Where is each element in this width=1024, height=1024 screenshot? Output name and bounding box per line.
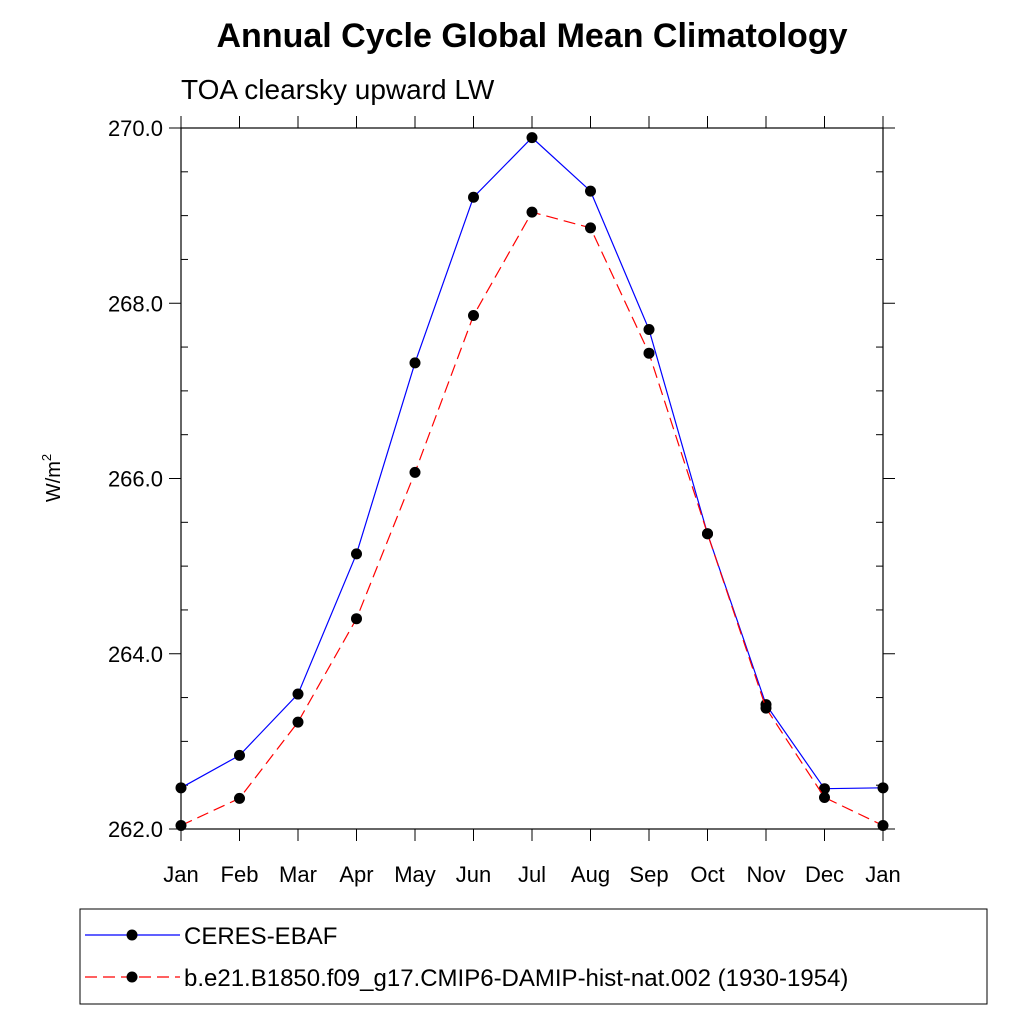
series-2-point (819, 791, 830, 803)
series-1-point (234, 749, 245, 761)
series-1-point (175, 782, 187, 794)
x-tick-label: Oct (690, 862, 724, 887)
x-tick-label: Feb (221, 862, 259, 887)
series-2-point (351, 613, 362, 625)
series-2-point (468, 310, 479, 322)
series-1-point (643, 324, 655, 336)
y-tick-label: 264.0 (108, 642, 163, 667)
x-tick-label: Dec (805, 862, 844, 887)
series-layer (175, 132, 889, 831)
series-2-point (702, 528, 713, 540)
series-2-point (877, 819, 889, 831)
axes: Jan Feb Mar Apr May Jun Jul Aug Sep Oct Nov Dec Jan2… (108, 116, 901, 887)
x-tick-label: Sep (629, 862, 668, 887)
legend-box (79, 908, 988, 1005)
y-axis-label: W/m2 (39, 454, 65, 502)
x-tick-label: Aug (571, 862, 610, 887)
series-2-point (234, 792, 245, 804)
x-tick-label: Jun (456, 862, 491, 887)
series-1-point (468, 191, 479, 203)
series-line-2 (180, 211, 884, 827)
series-1-point (351, 548, 362, 560)
series-1-point (585, 185, 596, 197)
series-line-1 (180, 136, 884, 790)
legend: CERES-EBAF b.e21.B1850.f09_g17.CMIP6-DAMI… (85, 923, 848, 992)
y-axis-label-unit: W/m (43, 461, 65, 502)
x-tick-label: Jan (163, 862, 198, 887)
x-tick-label: Nov (746, 862, 785, 887)
legend-label-1: CERES-EBAF (184, 923, 337, 950)
series-1-point (819, 783, 830, 795)
y-tick-label: 262.0 (108, 817, 163, 842)
series-2-point (643, 347, 655, 359)
y-axis-label-superscript: 2 (39, 454, 54, 461)
series-1-point (409, 357, 421, 369)
series-1-point (877, 782, 889, 794)
series-2-point (175, 819, 187, 831)
y-tick-label: 266.0 (108, 467, 163, 492)
series-1-point (526, 132, 538, 144)
x-tick-label: Mar (279, 862, 317, 887)
legend-marker-1 (126, 929, 138, 941)
y-tick-label: 268.0 (108, 291, 163, 316)
chart-subtitle: TOA clearsky upward LW (181, 74, 495, 105)
series-1-point (292, 688, 304, 700)
x-tick-label: Apr (339, 862, 373, 887)
series-2-point (585, 222, 596, 234)
x-tick-label: May (394, 862, 436, 887)
x-tick-label: Jan (865, 862, 900, 887)
series-2-point (292, 716, 304, 728)
legend-label-2: b.e21.B1850.f09_g17.CMIP6-DAMIP-hist-nat… (184, 965, 848, 992)
chart-title: Annual Cycle Global Mean Climatology (217, 17, 848, 55)
plot-frame (180, 127, 884, 830)
x-tick-label: Jul (518, 862, 546, 887)
legend-marker-2 (126, 971, 138, 983)
y-tick-label: 270.0 (108, 116, 163, 141)
series-2-point (409, 466, 421, 478)
series-2-point (526, 206, 538, 218)
series-2-point (760, 702, 772, 714)
